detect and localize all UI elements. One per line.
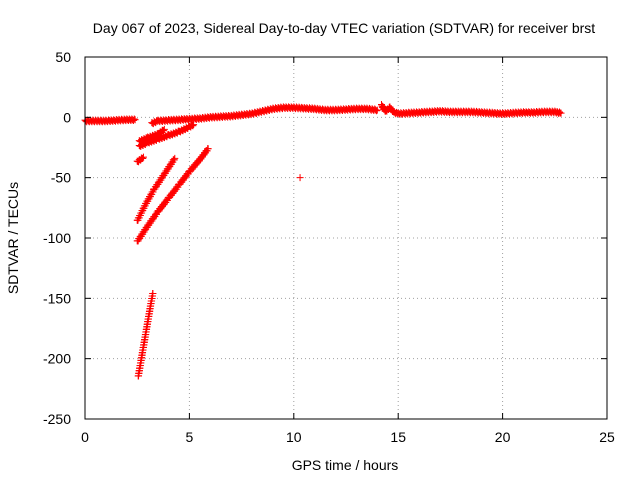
data-point: [189, 122, 197, 130]
tick-labels: 0 5 10 15 20 25 -250 -200 -150 -100 -50 0 50: [43, 49, 615, 445]
x-tick-label: 0: [81, 429, 89, 445]
data-point: [131, 116, 139, 124]
axis-ticks: [84, 56, 608, 420]
x-tick-label: 15: [390, 429, 406, 445]
data-point: [130, 115, 138, 123]
y-tick-label: 0: [63, 109, 71, 125]
data-point: [160, 127, 168, 135]
x-axis-label: GPS time / hours: [292, 457, 399, 473]
x-tick-label: 10: [286, 429, 302, 445]
data-point: [190, 121, 198, 129]
y-tick-label: 50: [55, 49, 71, 65]
x-tick-label: 5: [186, 429, 194, 445]
data-point: [129, 117, 137, 125]
y-tick-label: -100: [43, 230, 71, 246]
data-point: [555, 108, 563, 116]
data-point: [296, 174, 304, 182]
data-point: [372, 107, 380, 115]
data-series: [81, 100, 565, 380]
data-point: [154, 208, 162, 216]
data-point: [149, 290, 157, 298]
data-point: [139, 154, 147, 162]
data-point: [171, 154, 179, 162]
y-tick-label: -250: [43, 411, 71, 427]
data-point: [557, 109, 565, 117]
y-tick-label: -200: [43, 351, 71, 367]
x-tick-label: 20: [495, 429, 511, 445]
data-point: [139, 153, 147, 161]
data-point: [160, 125, 168, 133]
y-tick-label: -50: [51, 170, 71, 186]
chart-title: Day 067 of 2023, Sidereal Day-to-day VTE…: [93, 20, 595, 36]
x-tick-label: 25: [599, 429, 615, 445]
grid: [85, 57, 607, 419]
y-tick-label: -150: [43, 290, 71, 306]
data-point: [204, 145, 212, 153]
y-axis-label: SDTVAR / TECUs: [5, 182, 21, 294]
data-point: [373, 106, 381, 114]
